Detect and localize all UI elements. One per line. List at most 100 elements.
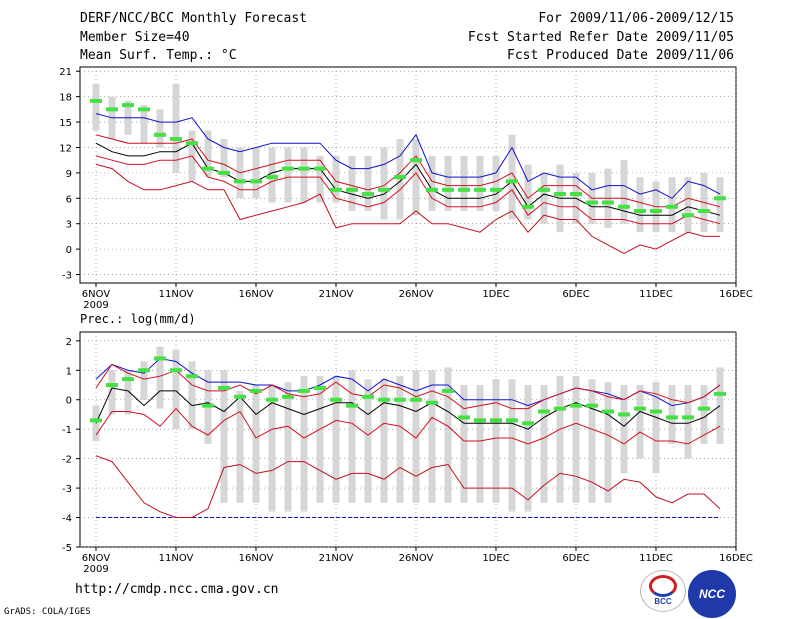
spread-box bbox=[156, 346, 164, 409]
observed-marker bbox=[458, 415, 470, 420]
observed-marker bbox=[362, 394, 374, 399]
source-url[interactable]: http://cmdp.ncc.cma.gov.cn bbox=[75, 582, 279, 597]
observed-marker bbox=[618, 204, 630, 209]
spread-box bbox=[92, 405, 100, 441]
x-tick-label: 11NOV bbox=[159, 289, 194, 300]
observed-marker bbox=[250, 179, 262, 184]
observed-marker bbox=[282, 394, 294, 399]
ensemble-mean-line bbox=[95, 387, 721, 430]
spread-box bbox=[204, 130, 212, 178]
x-tick-label: 26NOV bbox=[399, 289, 434, 300]
bcc-logo: BCC bbox=[640, 570, 686, 612]
observed-marker bbox=[106, 107, 118, 112]
observed-marker bbox=[634, 209, 646, 213]
observed-marker bbox=[282, 166, 294, 171]
x-tick-label: 11DEC bbox=[639, 553, 673, 564]
observed-marker bbox=[170, 368, 182, 373]
observed-marker bbox=[394, 175, 406, 180]
spread-box bbox=[556, 376, 564, 503]
y-tick-label: 1 bbox=[66, 366, 72, 377]
observed-marker bbox=[426, 187, 438, 192]
observed-marker bbox=[186, 374, 198, 379]
spread-box bbox=[476, 385, 484, 503]
spread-box bbox=[316, 376, 324, 503]
observed-marker bbox=[506, 418, 518, 423]
observed-marker bbox=[218, 385, 230, 390]
observed-marker bbox=[170, 137, 182, 141]
observed-marker bbox=[554, 192, 566, 197]
observed-marker bbox=[650, 409, 662, 414]
bcc-logo-swirl bbox=[649, 575, 677, 597]
observed-marker bbox=[138, 368, 150, 373]
observed-marker bbox=[314, 385, 326, 390]
observed-marker bbox=[458, 187, 470, 192]
spread-box bbox=[236, 390, 244, 503]
spread-box bbox=[284, 382, 292, 512]
observed-marker bbox=[602, 409, 614, 414]
y-tick-label: -2 bbox=[62, 455, 72, 466]
observed-marker bbox=[538, 187, 550, 192]
spread-box bbox=[524, 164, 532, 220]
spread-box bbox=[412, 370, 420, 503]
observed-marker bbox=[426, 400, 438, 405]
observed-marker bbox=[442, 388, 454, 393]
spread-box bbox=[220, 370, 228, 503]
spread-box bbox=[620, 385, 628, 474]
observed-marker bbox=[202, 403, 214, 408]
observed-marker bbox=[570, 403, 582, 408]
y-tick-label: 6 bbox=[66, 194, 72, 205]
observed-marker bbox=[474, 187, 486, 192]
observed-marker bbox=[250, 388, 262, 393]
x-tick-label: 16DEC bbox=[719, 553, 753, 564]
ensemble-mean-line bbox=[95, 142, 721, 216]
spread-box bbox=[188, 361, 196, 430]
max-member-line bbox=[95, 357, 721, 407]
observed-marker bbox=[666, 415, 678, 420]
observed-marker bbox=[698, 209, 710, 213]
observed-marker bbox=[298, 388, 310, 393]
spread-box bbox=[540, 172, 548, 224]
spread-box bbox=[588, 379, 596, 503]
observed-marker bbox=[122, 103, 134, 108]
x-tick-label: 6NOV bbox=[82, 553, 111, 564]
spread-box bbox=[572, 376, 580, 503]
observed-marker bbox=[586, 403, 598, 408]
temperature-panel: -3 0 3 6 9 12 15 18 21 6NOV 11NOV 16NOV 21NOV 26NOV 1D… bbox=[59, 66, 753, 311]
observed-marker bbox=[714, 196, 726, 201]
observed-marker bbox=[522, 204, 534, 209]
member-size-label: Member Size=40 bbox=[80, 30, 190, 45]
spread-box bbox=[364, 379, 372, 503]
observed-marker bbox=[330, 187, 342, 192]
observed-marker bbox=[234, 179, 246, 184]
observed-marker bbox=[154, 356, 166, 361]
ncc-logo-text: NCC bbox=[699, 587, 725, 601]
x-tick-label: 6DEC bbox=[562, 289, 589, 300]
observed-marker bbox=[346, 403, 358, 408]
observed-marker bbox=[314, 166, 326, 171]
spread-box bbox=[348, 370, 356, 503]
spread-box bbox=[620, 160, 628, 224]
min-member-line bbox=[95, 163, 720, 254]
mean-plus-sd-line bbox=[95, 363, 721, 410]
observed-marker bbox=[234, 394, 246, 399]
ncc-logo: NCC bbox=[688, 570, 736, 618]
spread-box bbox=[428, 370, 436, 503]
spread-box bbox=[700, 385, 708, 444]
spread-box bbox=[396, 139, 404, 220]
y-tick-label: 9 bbox=[66, 169, 72, 180]
variable-label: Mean Surf. Temp.: °C bbox=[80, 48, 237, 63]
spread-box bbox=[684, 385, 692, 459]
observed-marker bbox=[634, 406, 646, 411]
observed-marker bbox=[138, 107, 150, 112]
mean-minus-sd-line bbox=[95, 407, 721, 445]
observed-marker bbox=[538, 409, 550, 414]
observed-marker bbox=[522, 421, 534, 426]
observed-marker bbox=[266, 175, 278, 180]
observed-marker bbox=[106, 383, 118, 388]
spread-box bbox=[316, 155, 324, 203]
spread-box bbox=[684, 177, 692, 233]
observed-marker bbox=[490, 187, 502, 192]
y-tick-label: -3 bbox=[62, 271, 72, 282]
observed-marker bbox=[378, 397, 390, 402]
spread-box bbox=[124, 370, 132, 415]
